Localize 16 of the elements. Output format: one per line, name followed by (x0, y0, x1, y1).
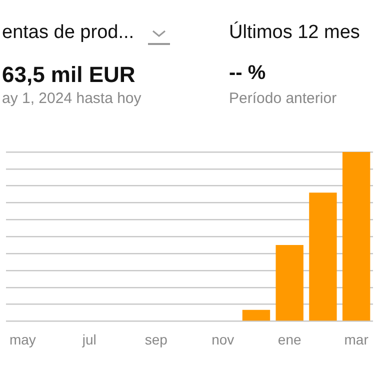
x-tick-label: nov (212, 331, 234, 348)
x-tick-label: mar (344, 331, 369, 348)
text: -- % (229, 62, 266, 85)
x-tick-label: sep (144, 331, 168, 348)
text: Período anterior (229, 90, 337, 107)
text: 63,5 mil EUR (2, 62, 136, 88)
x-tick-label: jul (81, 331, 96, 348)
bar (276, 245, 304, 321)
bar (309, 192, 337, 321)
x-tick-label: ene (278, 331, 302, 348)
text: ay 1, 2024 hasta hoy (2, 90, 142, 107)
chart-title: entas de prod... (2, 22, 134, 44)
bar (242, 310, 270, 321)
bar (342, 152, 370, 321)
text: Últimos 12 mes (229, 22, 360, 44)
x-tick-label: may (9, 331, 36, 348)
